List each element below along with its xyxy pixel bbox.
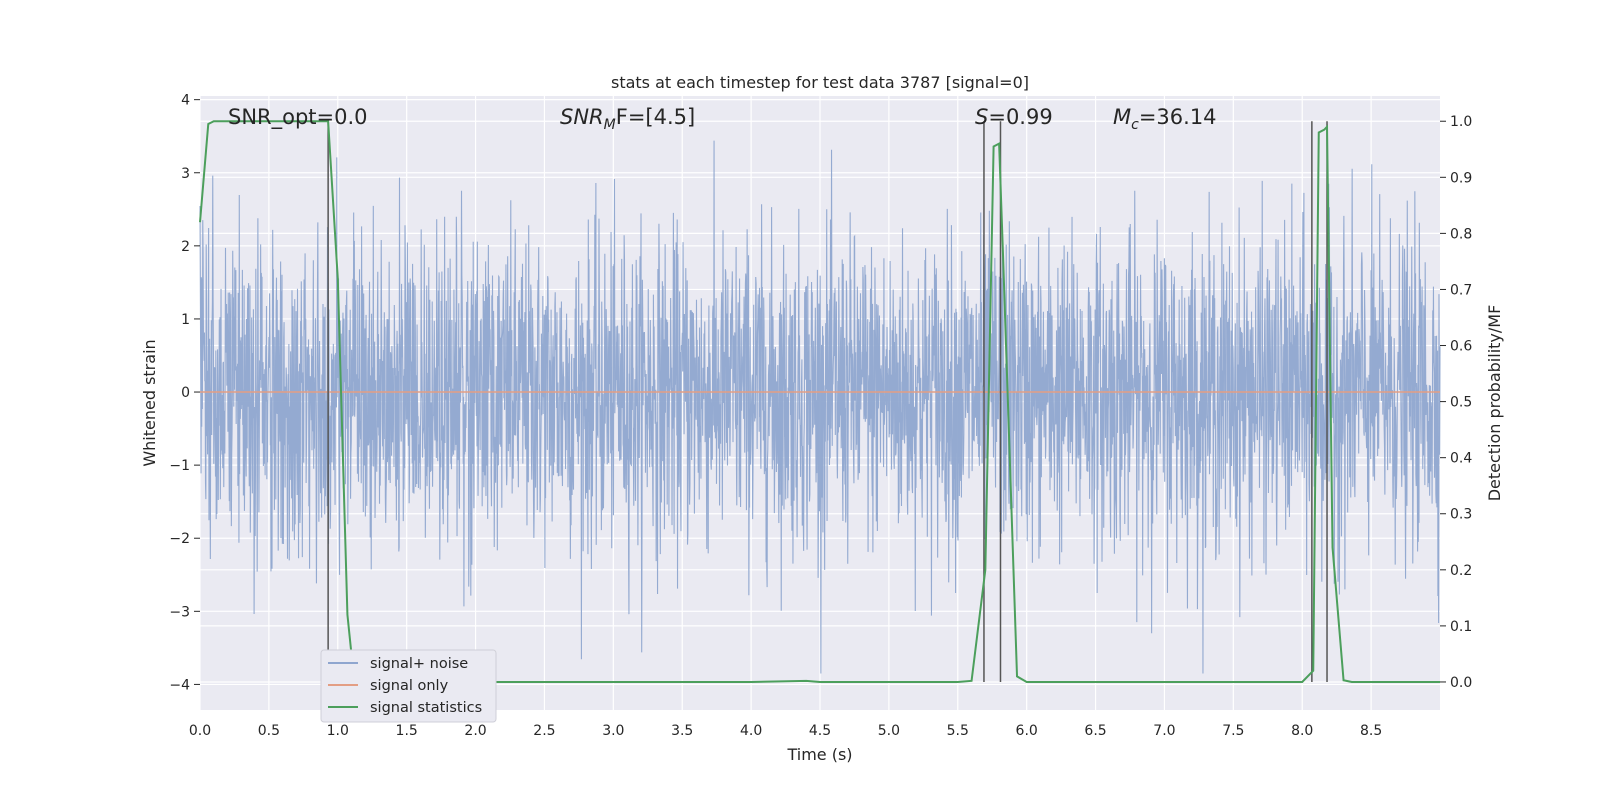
y2-tick-label: 0.9 — [1450, 170, 1472, 186]
legend: signal+ noise signal only signal statist… — [320, 649, 497, 723]
x-tick-label: 1.5 — [396, 723, 418, 739]
legend-label-signal-only: signal only — [370, 678, 449, 694]
y-tick-label: −3 — [169, 604, 190, 620]
x-tick-label: 4.0 — [740, 723, 762, 739]
y2-tick-label: 0.2 — [1450, 563, 1472, 579]
noise-line — [199, 140, 1441, 674]
signal-statistics-series — [199, 120, 1440, 683]
x-tick-label: 5.0 — [878, 723, 900, 739]
x-tick-label: 7.0 — [1153, 723, 1175, 739]
y-tick-label: 3 — [181, 166, 190, 182]
x-tick-label: 5.5 — [947, 723, 969, 739]
x-tick-label: 3.0 — [602, 723, 624, 739]
annotation-snr-opt: SNR_opt=0.0 — [228, 105, 368, 130]
x-tick-label: 4.5 — [809, 723, 831, 739]
legend-box — [320, 649, 497, 723]
y2-axis-label: Detection probability/MF — [1485, 305, 1504, 502]
x-tick-label: 1.0 — [327, 723, 349, 739]
y2-tick-label: 0.0 — [1450, 675, 1472, 691]
y2-tick-label: 1.0 — [1450, 114, 1472, 130]
y-axis-ticks: 4 3 2 1 0 −1 −2 −3 −4 — [169, 93, 200, 693]
x-tick-label: 7.5 — [1222, 723, 1244, 739]
x-axis-label: Time (s) — [786, 745, 852, 764]
x-tick-label: 0.0 — [189, 723, 211, 739]
y2-tick-label: 0.4 — [1450, 451, 1472, 467]
legend-label-noise: signal+ noise — [370, 656, 468, 672]
x-tick-label: 8.0 — [1291, 723, 1313, 739]
legend-label-statistics: signal statistics — [370, 700, 482, 716]
x-tick-label: 6.5 — [1084, 723, 1106, 739]
x-axis-ticks: 0.0 0.5 1.0 1.5 2.0 2.5 3.0 3.5 4.0 4.5 5.0 5.5 6.0 6… — [189, 723, 1382, 739]
x-tick-label: 6.0 — [1016, 723, 1038, 739]
y-tick-label: 1 — [181, 312, 190, 328]
y2-tick-label: 0.7 — [1450, 282, 1472, 298]
y2-tick-label: 0.3 — [1450, 507, 1472, 523]
signal-noise-series — [199, 140, 1441, 674]
y2-tick-label: 0.1 — [1450, 619, 1472, 635]
annotation-mc: Mc=36.14 — [1113, 105, 1217, 133]
y-tick-label: −4 — [169, 677, 190, 693]
y-tick-label: 2 — [181, 239, 190, 255]
y-tick-label: 0 — [181, 385, 190, 401]
x-tick-label: 3.5 — [671, 723, 693, 739]
y2-axis-ticks: 1.0 0.9 0.8 0.7 0.6 0.5 0.4 0.3 0.2 0.1 0.0 — [1440, 114, 1472, 691]
y2-tick-label: 0.8 — [1450, 226, 1472, 242]
y2-tick-label: 0.5 — [1450, 395, 1472, 411]
x-tick-label: 2.5 — [533, 723, 555, 739]
y-tick-label: −2 — [169, 531, 190, 547]
x-tick-label: 8.5 — [1360, 723, 1382, 739]
chart-title: stats at each timestep for test data 378… — [611, 73, 1029, 92]
statistics-line — [199, 120, 1440, 683]
y-tick-label: 4 — [181, 93, 190, 109]
y2-tick-label: 0.6 — [1450, 339, 1472, 355]
y-axis-label: Whitened strain — [140, 339, 159, 466]
x-tick-label: 2.0 — [464, 723, 486, 739]
x-tick-label: 0.5 — [258, 723, 280, 739]
annotation-s: S=0.99 — [975, 105, 1053, 129]
y-tick-label: −1 — [169, 458, 190, 474]
annotation-snr-mf: SNRMF=[4.5] — [560, 105, 695, 133]
